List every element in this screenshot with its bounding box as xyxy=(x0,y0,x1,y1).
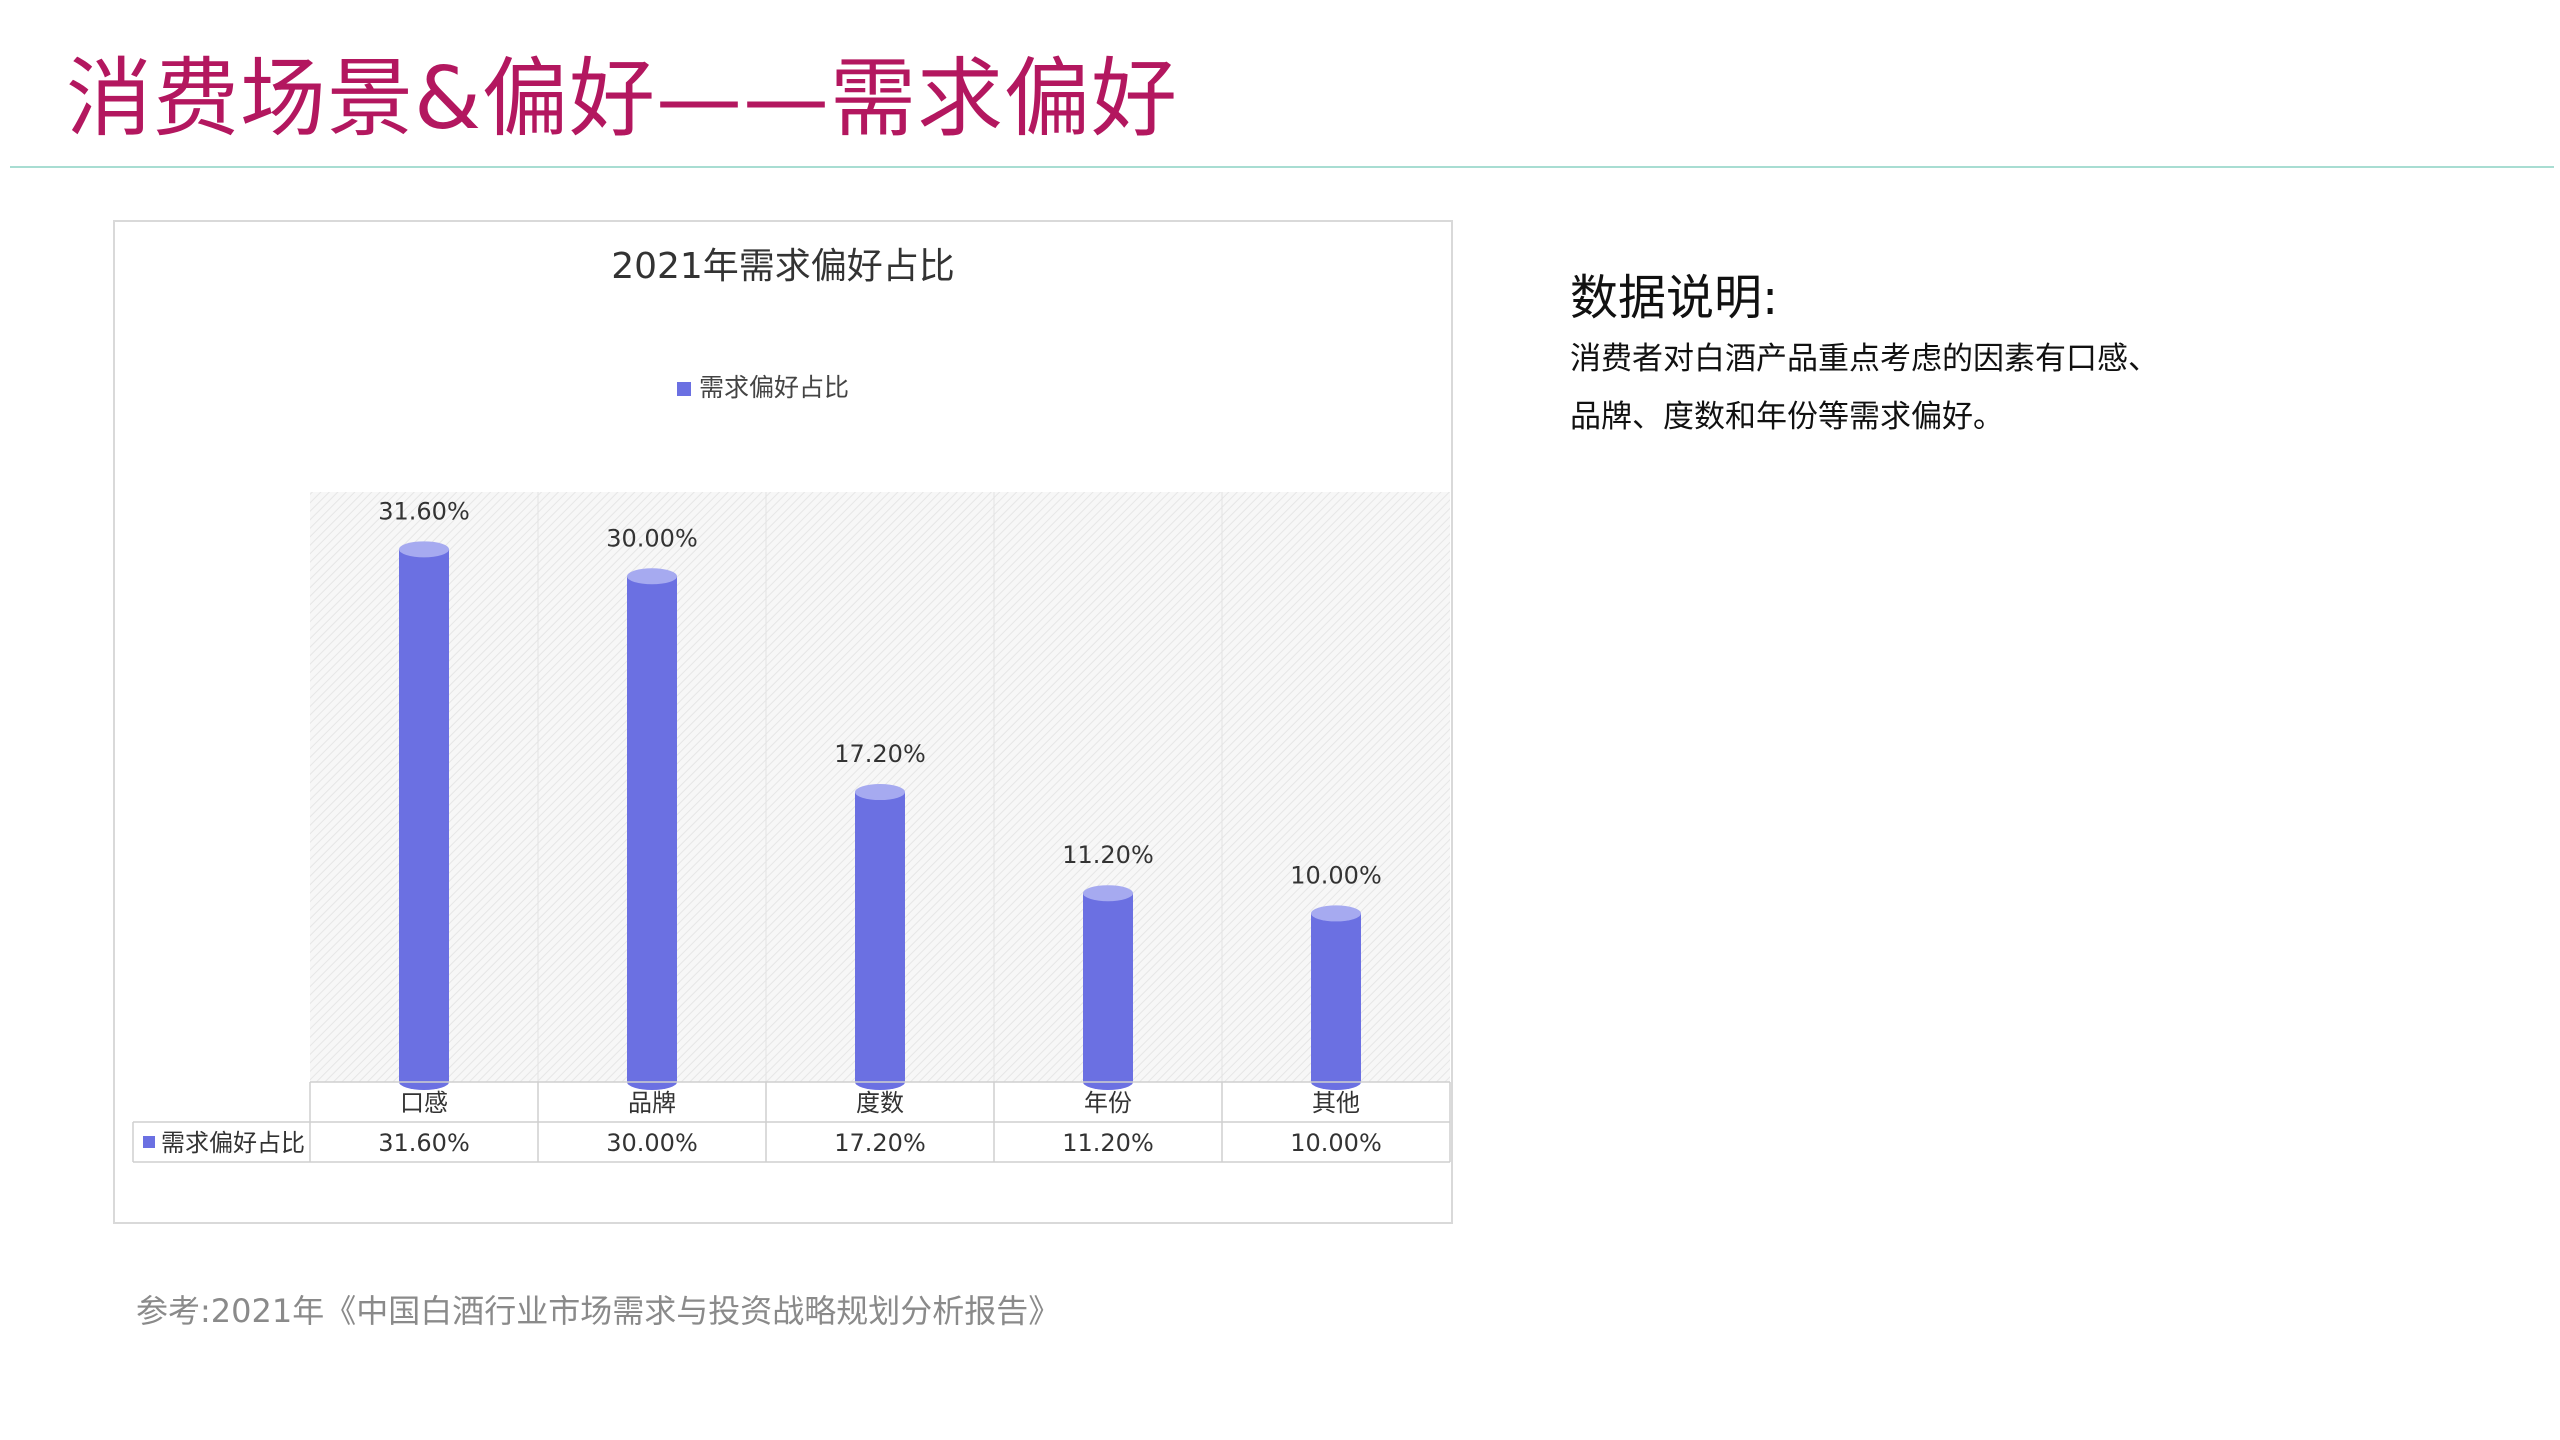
table-series-label: 需求偏好占比 xyxy=(161,1129,305,1157)
bar xyxy=(1083,893,1133,1082)
bar xyxy=(1311,913,1361,1082)
chart-container: 2021年需求偏好占比 需求偏好占比 31.60% 30.00% 17.20% 11.… xyxy=(113,220,1453,1224)
table-value: 31.60% xyxy=(378,1129,470,1157)
data-label: 30.00% xyxy=(606,524,698,552)
table-value: 30.00% xyxy=(606,1129,698,1157)
bar-chart: 2021年需求偏好占比 需求偏好占比 31.60% 30.00% 17.20% 11.… xyxy=(132,246,1451,1163)
bar xyxy=(627,576,677,1082)
data-label: 11.20% xyxy=(1062,841,1154,869)
description-body: 消费者对白酒产品重点考虑的因素有口感、品牌、度数和年份等需求偏好。 xyxy=(1570,341,2159,435)
bar-top xyxy=(1083,885,1133,902)
table-value: 10.00% xyxy=(1290,1129,1382,1157)
chart-legend: 需求偏好占比 xyxy=(677,373,849,402)
bar-top xyxy=(1311,905,1361,922)
bar-top xyxy=(399,541,449,558)
category-label: 品牌 xyxy=(628,1089,676,1117)
category-label: 度数 xyxy=(856,1089,904,1117)
data-label: 10.00% xyxy=(1290,861,1382,889)
bar-top xyxy=(855,784,905,801)
bar xyxy=(399,549,449,1082)
table-legend-key xyxy=(143,1136,155,1148)
description-heading: 数据说明: xyxy=(1570,270,1779,326)
chart-title: 2021年需求偏好占比 xyxy=(611,246,955,287)
category-label: 其他 xyxy=(1312,1089,1360,1117)
title-divider xyxy=(10,166,2554,168)
bar xyxy=(855,792,905,1082)
legend-label: 需求偏好占比 xyxy=(699,373,849,402)
page-title: 消费场景&偏好——需求偏好 xyxy=(66,49,1179,149)
data-label: 17.20% xyxy=(834,740,926,768)
category-label: 口感 xyxy=(400,1089,448,1117)
reference-note: 参考:2021年《中国白酒行业市场需求与投资战略规划分析报告》 xyxy=(136,1292,1061,1330)
legend-swatch xyxy=(677,382,691,396)
table-value: 11.20% xyxy=(1062,1129,1154,1157)
table-value: 17.20% xyxy=(834,1129,926,1157)
data-label: 31.60% xyxy=(378,497,470,525)
category-label: 年份 xyxy=(1084,1089,1132,1117)
bar-top xyxy=(627,568,677,585)
